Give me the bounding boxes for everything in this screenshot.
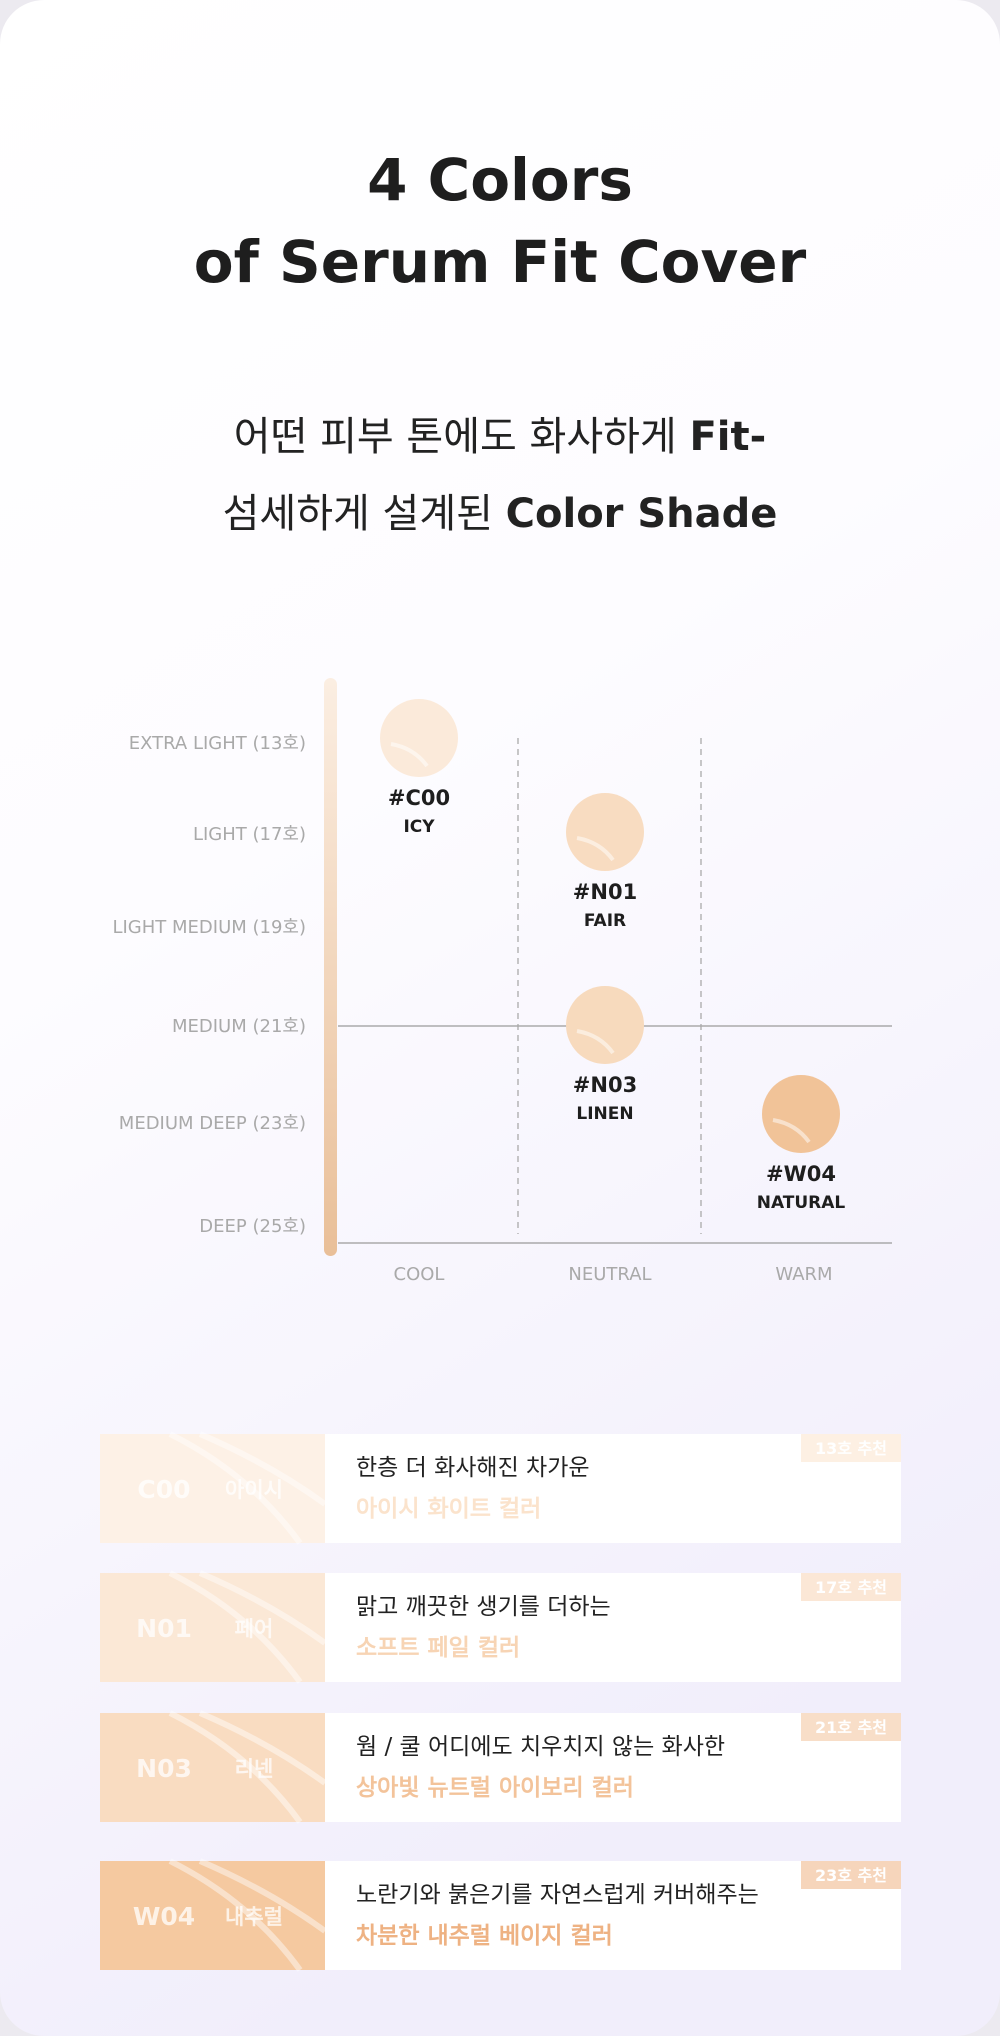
subtitle-text: 어떤 피부 톤에도 화사하게: [234, 414, 690, 460]
subtitle-line: 어떤 피부 톤에도 화사하게 Fit-: [234, 414, 766, 460]
shade-swatch: [762, 1075, 840, 1153]
card-desc: 맑고 깨끗한 생기를 더하는: [356, 1594, 611, 1620]
title-line: of Serum Fit Cover: [194, 228, 807, 296]
shade-name: FAIR: [584, 911, 626, 931]
badge: [801, 1434, 901, 1462]
level-label: DEEP (25호): [199, 1216, 306, 1237]
swatch-gloss: [390, 742, 429, 768]
badge-text: 17호 추천: [815, 1578, 887, 1597]
swatch-texture: [168, 1858, 327, 1972]
shade-name: NATURAL: [757, 1193, 846, 1213]
card-highlight: 소프트 페일 컬러: [356, 1635, 520, 1661]
card-code: C00: [137, 1475, 190, 1504]
swatch-texture: [168, 1570, 327, 1684]
badge-text: 21호 추천: [815, 1718, 887, 1737]
badge: [801, 1713, 901, 1741]
shade-name: LINEN: [576, 1104, 633, 1124]
swatch-texture: [168, 1431, 327, 1545]
depth-bar: [324, 678, 337, 1256]
card-name: 페어: [235, 1617, 274, 1641]
subtitle-bold: Color Shade: [506, 491, 778, 537]
shade-code: #W04: [766, 1162, 836, 1186]
shade-code: #C00: [388, 786, 450, 810]
title-line: 4 Colors: [367, 146, 633, 214]
shade-code: #N03: [573, 1073, 637, 1097]
card-desc: 노란기와 붉은기를 자연스럽게 커버해주는: [356, 1882, 759, 1908]
card-highlight: 아이시 화이트 컬러: [356, 1496, 541, 1522]
shade-code: #N01: [573, 880, 637, 904]
swatch-gloss: [772, 1118, 811, 1144]
card-code: N03: [136, 1754, 192, 1783]
tone-label: COOL: [394, 1264, 445, 1285]
tone-label: NEUTRAL: [568, 1264, 651, 1285]
level-label: MEDIUM DEEP (23호): [119, 1113, 306, 1134]
level-label: EXTRA LIGHT (13호): [129, 733, 306, 754]
shade-name: ICY: [403, 817, 435, 837]
card-desc: 웜 / 쿨 어디에도 치우치지 않는 화사한: [356, 1734, 725, 1760]
card-swatch: [100, 1713, 325, 1822]
swatch-gloss: [576, 836, 615, 862]
badge: [801, 1861, 901, 1889]
swatch-gloss: [576, 1029, 615, 1055]
level-label: LIGHT MEDIUM (19호): [112, 917, 306, 938]
card-swatch: [100, 1434, 325, 1543]
card-name: 아이시: [225, 1478, 283, 1502]
subtitle-bold: Fit-: [689, 414, 766, 460]
card-name: 리넨: [235, 1757, 274, 1781]
badge-text: 13호 추천: [815, 1439, 887, 1458]
card-highlight: 차분한 내추럴 베이지 컬러: [356, 1923, 613, 1949]
tone-label: WARM: [775, 1264, 832, 1285]
shade-swatch: [380, 699, 458, 777]
badge-text: 23호 추천: [815, 1866, 887, 1885]
badge: [801, 1573, 901, 1601]
swatch-texture: [168, 1710, 327, 1824]
shade-swatch: [566, 793, 644, 871]
subtitle-text: 섬세하게 설계된: [223, 491, 506, 537]
card-swatch: [100, 1861, 325, 1970]
level-label: LIGHT (17호): [193, 824, 306, 845]
card-desc: 한층 더 화사해진 차가운: [356, 1455, 590, 1481]
card-name: 내추럴: [225, 1905, 283, 1929]
card-swatch: [100, 1573, 325, 1682]
subtitle-line: 섬세하게 설계된 Color Shade: [223, 491, 778, 537]
shade-swatch: [566, 986, 644, 1064]
card-code: W04: [133, 1902, 195, 1931]
card-code: N01: [136, 1614, 192, 1643]
card-highlight: 상아빛 뉴트럴 아이보리 컬러: [356, 1775, 634, 1801]
level-label: MEDIUM (21호): [172, 1016, 306, 1037]
